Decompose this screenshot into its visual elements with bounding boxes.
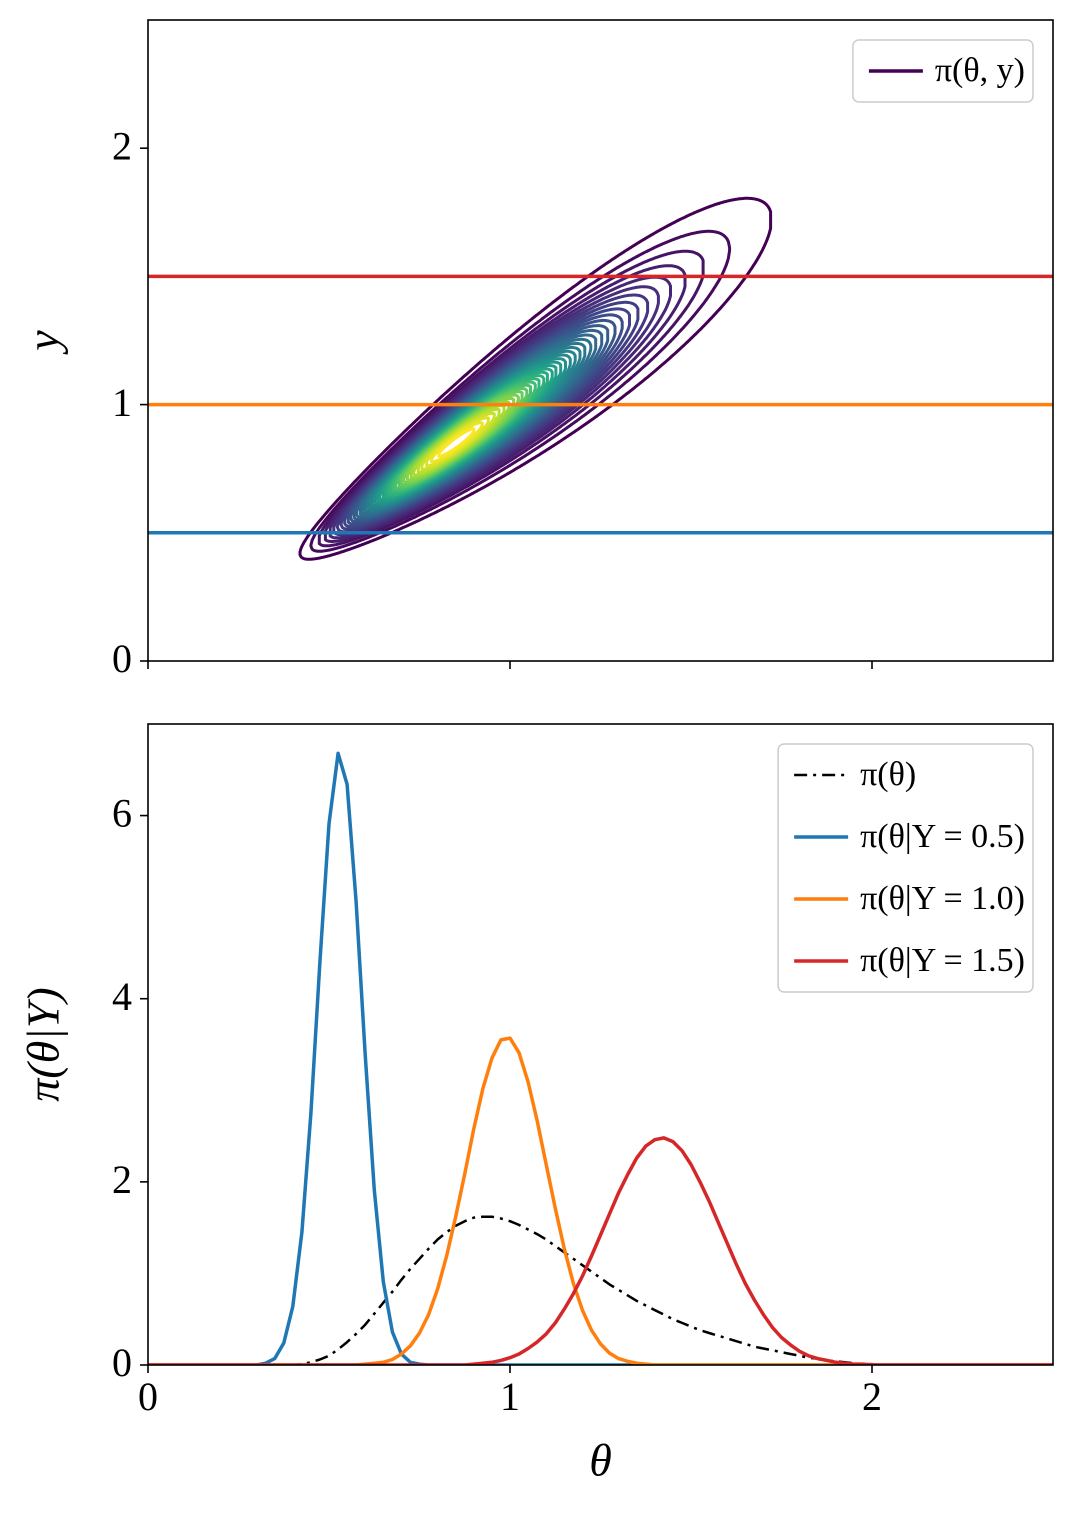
y-axis-label: y	[18, 330, 69, 355]
axes-frame	[147, 723, 1054, 1366]
legend-label: π(θ|Y = 0.5)	[860, 818, 1025, 855]
x-tick-label: 2	[862, 1374, 882, 1419]
legend-label: π(θ|Y = 1.0)	[860, 880, 1025, 917]
legend: π(θ) π(θ|Y = 0.5) π(θ|Y = 1.0) π(θ|Y = 1.5)	[777, 743, 1034, 993]
legend: π(θ, y)	[852, 39, 1034, 103]
panel: 0 1 2 y π(θ, y)	[18, 19, 1054, 681]
y-tick-label: 1	[112, 380, 132, 425]
series-line	[148, 751, 1053, 1365]
series-line	[148, 1215, 1053, 1365]
x-tick-label: 0	[138, 1374, 158, 1419]
panel: 0 2 4 6 0 1 2 θ π(θ|Y) π(θ) π(θ|Y = 0.5) π(θ|Y = 1.…	[18, 723, 1054, 1486]
x-tick-label: 1	[500, 1374, 520, 1419]
legend-box	[777, 743, 1034, 993]
contour-line	[437, 427, 476, 458]
legend-label: π(θ)	[860, 756, 916, 793]
legend-label: π(θ|Y = 1.5)	[860, 942, 1025, 979]
y-tick-label: 2	[112, 1157, 132, 1202]
contour-line	[298, 196, 773, 561]
y-tick-label: 2	[112, 123, 132, 168]
legend-box	[852, 39, 1034, 103]
legend-label: π(θ, y)	[935, 52, 1025, 89]
series-line	[148, 1036, 1053, 1365]
plot-area	[148, 196, 1053, 561]
y-tick-label: 0	[112, 636, 132, 681]
contour-line	[430, 421, 484, 464]
y-tick-label: 6	[112, 791, 132, 836]
axes-frame	[147, 19, 1054, 662]
contour-line	[309, 229, 732, 553]
x-axis-label: θ	[589, 1435, 612, 1486]
y-tick-label: 0	[112, 1340, 132, 1385]
y-axis-label: π(θ|Y)	[18, 987, 69, 1102]
y-tick-label: 4	[112, 974, 132, 1019]
series-line	[148, 1136, 1053, 1365]
